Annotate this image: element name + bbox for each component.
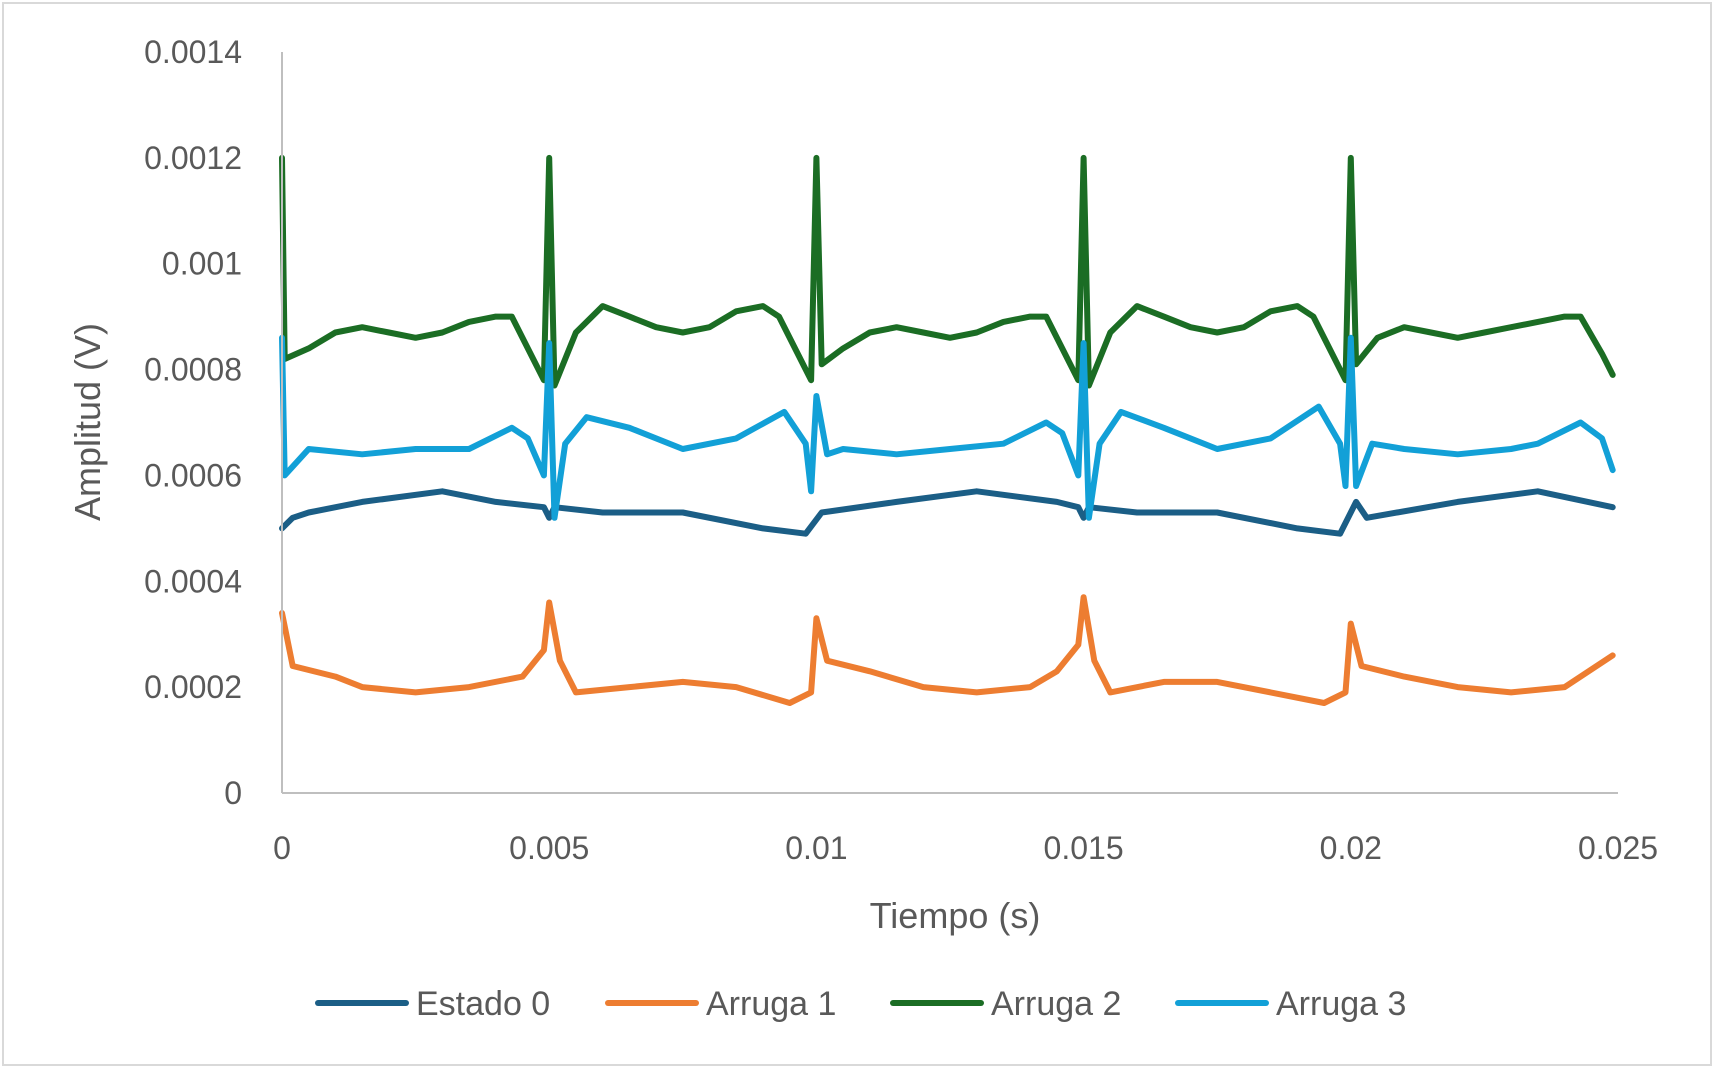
x-tick-label: 0.005 <box>509 830 589 866</box>
legend-item[interactable]: Arruga 3 <box>1175 985 1406 1023</box>
series-line-arruga-2 <box>279 154 1616 389</box>
y-tick-label: 0.0014 <box>144 34 242 70</box>
series-line-arruga-3 <box>279 334 1616 521</box>
legend-item[interactable]: Arruga 2 <box>890 985 1121 1023</box>
x-axis-title: Tiempo (s) <box>870 895 1041 936</box>
series-line-arruga-1 <box>279 594 1616 706</box>
series-layer <box>279 154 1616 706</box>
y-tick-label: 0.001 <box>162 246 242 282</box>
y-tick-label: 0 <box>224 775 242 811</box>
legend-label: Arruga 1 <box>706 985 836 1023</box>
y-tick-label: 0.0002 <box>144 669 242 705</box>
x-tick-labels: 0 0.005 0.01 0.015 0.02 0.025 <box>273 830 1658 866</box>
y-tick-label: 0.0006 <box>144 457 242 493</box>
x-tick-label: 0.02 <box>1320 830 1382 866</box>
y-tick-labels: 0 0.0002 0.0004 0.0006 0.0008 0.001 0.0012 0.00… <box>144 34 242 811</box>
legend-item[interactable]: Estado 0 <box>315 985 550 1023</box>
x-tick-label: 0 <box>273 830 291 866</box>
y-tick-label: 0.0012 <box>144 140 242 176</box>
x-tick-label: 0.015 <box>1044 830 1124 866</box>
y-axis-title: Amplitud (V) <box>67 323 108 521</box>
legend: Estado 0 Arruga 1 Arruga 2 Arruga 3 <box>315 985 1406 1023</box>
legend-item[interactable]: Arruga 1 <box>605 985 836 1023</box>
legend-label: Arruga 3 <box>1276 985 1406 1023</box>
legend-label: Estado 0 <box>416 985 550 1023</box>
y-tick-label: 0.0004 <box>144 563 242 599</box>
y-tick-label: 0.0008 <box>144 352 242 388</box>
legend-label: Arruga 2 <box>991 985 1121 1023</box>
series-line-estado-0 <box>279 488 1616 537</box>
x-tick-label: 0.01 <box>785 830 847 866</box>
x-tick-label: 0.025 <box>1578 830 1658 866</box>
